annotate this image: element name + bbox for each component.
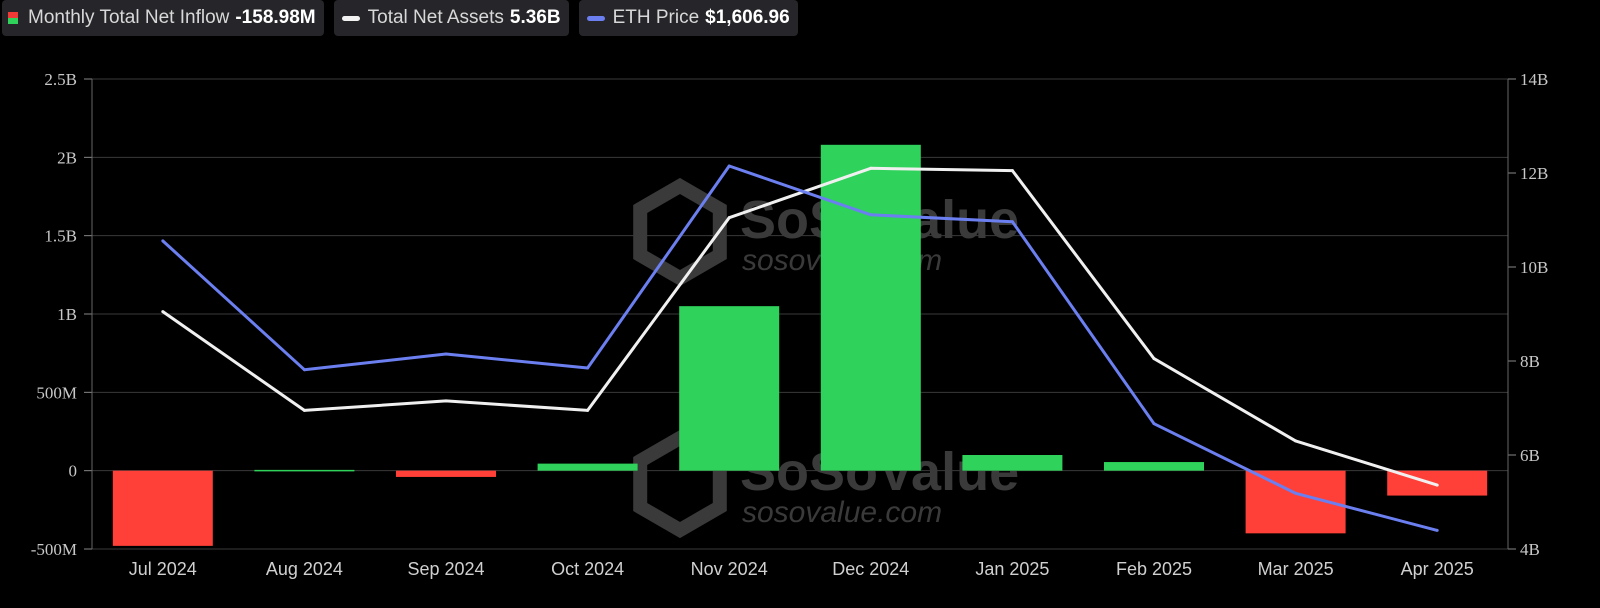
- net-inflow-bar: [1104, 462, 1204, 471]
- left-tick-label: 2.5B: [44, 70, 77, 89]
- watermark-url: sosovalue.com: [742, 496, 942, 529]
- eth-price-point: [444, 352, 448, 356]
- x-tick-label: Jul 2024: [129, 559, 197, 579]
- eth-price-point: [869, 213, 873, 217]
- eth-price-point: [161, 239, 165, 243]
- legend: Monthly Total Net Inflow -158.98M Total …: [2, 0, 798, 36]
- left-tick-label: 0: [69, 462, 78, 481]
- eth-price-swatch-icon: [586, 15, 605, 21]
- net-inflow-bar: [537, 463, 638, 471]
- eth-price-point: [302, 368, 306, 372]
- net-inflow-bar: [820, 144, 921, 471]
- net-inflow-swatch-icon: [8, 12, 18, 24]
- right-tick-label: 8B: [1520, 352, 1540, 371]
- total-net-assets-line: [161, 166, 1438, 487]
- total-net-assets-point: [161, 310, 165, 314]
- grid: [92, 78, 1508, 550]
- bar-series: [112, 144, 1488, 546]
- legend-value: -158.98M: [235, 7, 316, 28]
- net-assets-swatch-icon: [341, 15, 360, 21]
- eth-price-point: [727, 164, 731, 168]
- total-net-assets-point: [727, 216, 731, 220]
- total-net-assets-point: [444, 399, 448, 403]
- watermark-logo-icon: [633, 177, 727, 287]
- right-tick-label: 10B: [1520, 258, 1548, 277]
- x-tick-label: Aug 2024: [266, 559, 343, 579]
- net-inflow-bar: [396, 470, 496, 477]
- eth-price-point: [1152, 422, 1156, 426]
- total-net-assets-point: [1010, 169, 1014, 173]
- total-net-assets-point: [1435, 483, 1439, 487]
- legend-item-eth-price[interactable]: ETH Price $1,606.96: [578, 0, 798, 36]
- net-inflow-bar: [679, 306, 780, 471]
- left-tick-label: 1.5B: [44, 227, 77, 246]
- eth-price-point: [1294, 491, 1298, 495]
- x-tick-label: Feb 2025: [1116, 559, 1192, 579]
- total-net-assets-point: [1294, 439, 1298, 443]
- legend-value: 5.36B: [509, 7, 561, 28]
- net-inflow-bar: [254, 469, 355, 472]
- right-tick-label: 4B: [1520, 540, 1540, 559]
- right-tick-label: 12B: [1520, 164, 1548, 183]
- total-net-assets-point: [869, 166, 873, 170]
- right-tick-label: 14B: [1520, 70, 1548, 89]
- axes: -500M 0 500M 1B 1.5B 2B 2.5B 4B 6B 8B 10B 12B 14B Jul…: [31, 70, 1549, 579]
- net-inflow-bar: [112, 470, 213, 546]
- x-tick-label: Jan 2025: [975, 559, 1049, 579]
- x-tick-label: Dec 2024: [832, 559, 909, 579]
- legend-item-net-assets[interactable]: Total Net Assets 5.36B: [333, 0, 569, 36]
- x-tick-label: Oct 2024: [551, 559, 624, 579]
- legend-label: ETH Price: [612, 7, 700, 28]
- left-tick-label: 1B: [57, 305, 77, 324]
- left-tick-label: 2B: [57, 148, 77, 167]
- legend-value: $1,606.96: [705, 7, 790, 28]
- eth-price-line: [161, 164, 1438, 532]
- x-tick-label: Apr 2025: [1401, 559, 1474, 579]
- total-net-assets-point: [1152, 357, 1156, 361]
- total-net-assets-point: [302, 408, 306, 412]
- eth-price-point: [586, 366, 590, 370]
- legend-label: Monthly Total Net Inflow: [28, 7, 230, 28]
- left-tick-label: 500M: [36, 383, 77, 402]
- x-tick-label: Mar 2025: [1258, 559, 1334, 579]
- x-tick-label: Nov 2024: [691, 559, 768, 579]
- eth-price-point: [1010, 220, 1014, 224]
- line-series: [161, 164, 1439, 532]
- net-inflow-bar: [962, 455, 1063, 471]
- x-tick-label: Sep 2024: [407, 559, 484, 579]
- right-tick-label: 6B: [1520, 446, 1540, 465]
- legend-label: Total Net Assets: [367, 7, 504, 28]
- eth-price-point: [1435, 528, 1439, 532]
- total-net-assets-point: [586, 408, 590, 412]
- legend-item-net-inflow[interactable]: Monthly Total Net Inflow -158.98M: [2, 0, 324, 36]
- left-tick-label: -500M: [31, 540, 77, 559]
